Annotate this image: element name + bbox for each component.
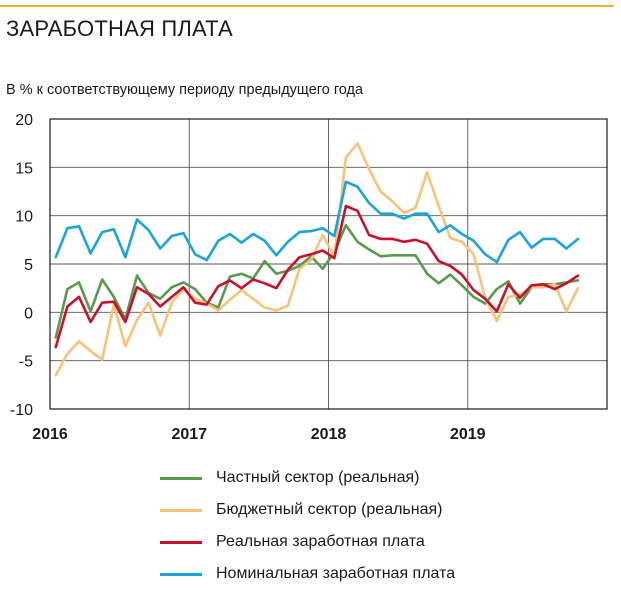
legend-swatch [160, 572, 202, 576]
series-line-3 [54, 204, 580, 349]
x-tick-label: 2018 [311, 426, 347, 443]
series-line-1 [54, 224, 580, 339]
gridlines [50, 119, 607, 409]
legend-label: Бюджетный сектор (реальная) [216, 501, 443, 518]
x-tick-label: 2019 [450, 426, 486, 443]
series-lines [54, 141, 580, 377]
legend-label: Реальная заработная плата [216, 533, 425, 550]
legend-item-3: Реальная заработная плата [160, 526, 455, 558]
x-tick-label: 2017 [171, 426, 207, 443]
legend-swatch [160, 540, 202, 544]
y-tick-label: 5 [24, 257, 33, 274]
y-tick-label: -10 [10, 402, 33, 419]
series-line-2 [54, 141, 580, 377]
top-rule [0, 5, 614, 7]
y-tick-label: 20 [15, 112, 33, 129]
plot-frame [49, 118, 608, 410]
y-axis-tick-labels: -10 -5 0 5 10 15 20 [10, 112, 33, 419]
y-tick-label: 0 [24, 305, 33, 322]
legend-label: Частный сектор (реальная) [216, 469, 420, 486]
x-tick-label: 2016 [32, 426, 68, 443]
legend-item-4: Номинальная заработная плата [160, 558, 455, 590]
page-title: ЗАРАБОТНАЯ ПЛАТА [6, 16, 233, 41]
legend-swatch [160, 508, 202, 512]
y-tick-label: 15 [15, 160, 33, 177]
x-axis-tick-labels: 2016 2017 2018 2019 [32, 426, 485, 443]
legend-swatch [160, 476, 202, 480]
line-chart: -10 -5 0 5 10 15 20 2016 2017 2018 2019 [10, 112, 608, 443]
series-line-4 [54, 180, 580, 264]
legend-item-2: Бюджетный сектор (реальная) [160, 494, 455, 526]
chart-subtitle: В % к соответствующему периоду предыдуще… [6, 82, 364, 98]
legend: Частный сектор (реальная) Бюджетный секто… [160, 462, 455, 590]
legend-label: Номинальная заработная плата [216, 565, 456, 582]
legend-item-1: Частный сектор (реальная) [160, 462, 455, 494]
y-tick-label: 10 [15, 209, 33, 226]
y-tick-label: -5 [19, 354, 33, 371]
